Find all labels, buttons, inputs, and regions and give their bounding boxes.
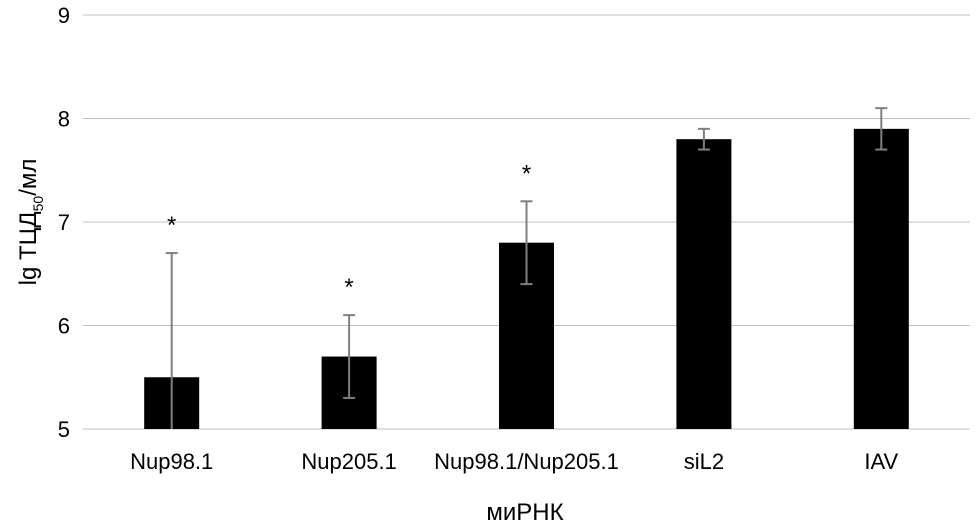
bar — [676, 139, 732, 429]
y-axis-label-subscript: 50 — [30, 196, 46, 212]
x-tick-label: Nup98.1 — [130, 449, 213, 474]
y-axis-label: lg ТЦД50/мл — [15, 159, 46, 286]
x-tick-label: siL2 — [684, 449, 724, 474]
y-tick-labels: 5 6 7 8 9 — [58, 3, 70, 442]
y-tick-label: 5 — [58, 417, 70, 442]
x-tick-label: Nup205.1 — [301, 449, 396, 474]
y-axis-label-main: lg ТЦД — [15, 211, 42, 285]
error-bars — [165, 107, 888, 429]
x-tick-label: Nup98.1/Nup205.1 — [434, 449, 619, 474]
y-tick-label: 9 — [58, 3, 70, 28]
significance-marker: * — [344, 274, 353, 301]
y-tick-label: 8 — [58, 107, 70, 132]
x-tick-labels: Nup98.1 Nup205.1 Nup98.1/Nup205.1 siL2 IAV — [130, 449, 898, 474]
y-tick-label: 7 — [58, 210, 70, 235]
bar — [853, 128, 909, 429]
significance-markers: * * * — [167, 160, 531, 301]
y-axis-label-suffix: /мл — [15, 159, 42, 196]
significance-marker: * — [522, 160, 531, 187]
x-tick-label: IAV — [864, 449, 898, 474]
y-tick-label: 6 — [58, 314, 70, 339]
significance-marker: * — [167, 212, 176, 239]
bars — [144, 128, 909, 429]
x-axis-label: миРНК — [486, 499, 563, 526]
